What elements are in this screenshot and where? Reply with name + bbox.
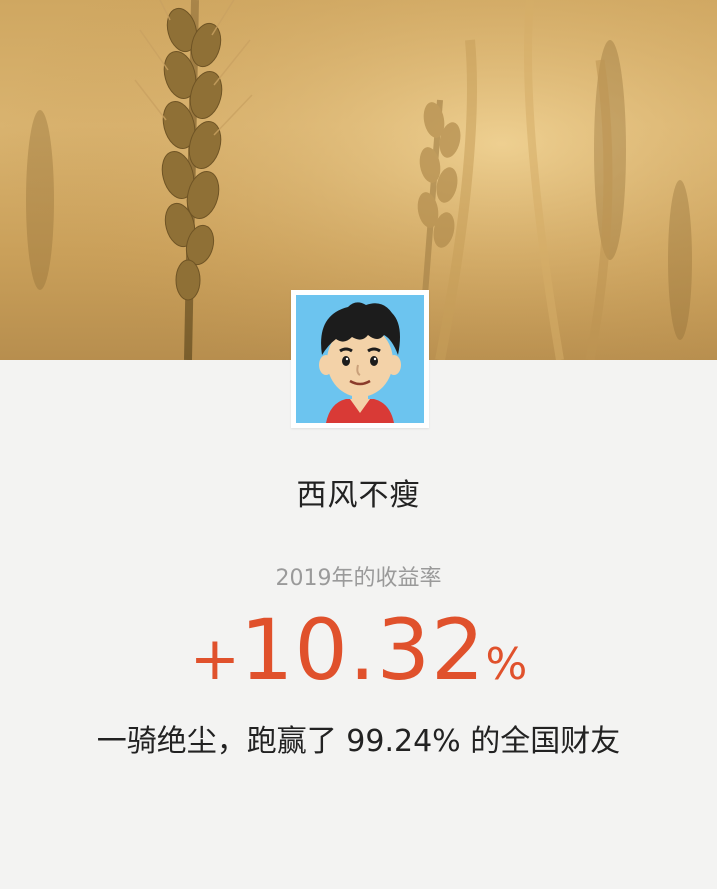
annual-return-rate: +10.32%	[0, 608, 717, 692]
content-panel	[0, 360, 717, 889]
wheat-banner-image	[0, 0, 717, 360]
avatar-frame[interactable]	[291, 290, 429, 428]
rate-sign: +	[189, 624, 240, 694]
rate-unit: %	[485, 639, 528, 690]
rate-value: 10.32	[239, 601, 486, 699]
avatar[interactable]	[296, 295, 424, 423]
wheat-field-illustration	[0, 0, 717, 360]
username: 西风不瘦	[296, 478, 421, 513]
cartoon-boy-avatar-icon	[296, 295, 424, 423]
ranking-description: 一骑绝尘，跑赢了 99.24% 的全国财友	[96, 724, 621, 759]
annual-return-label: 2019年的收益率	[275, 566, 442, 591]
